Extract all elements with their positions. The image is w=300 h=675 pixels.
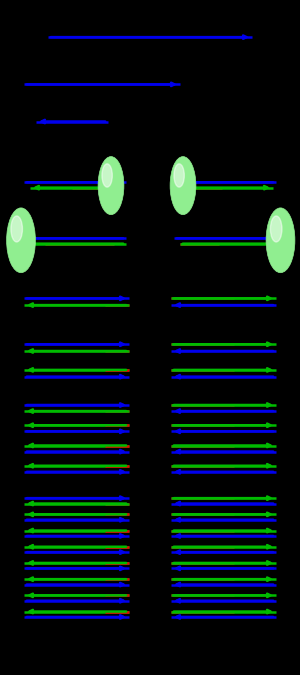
- Circle shape: [102, 164, 112, 187]
- Circle shape: [170, 157, 196, 215]
- Circle shape: [174, 164, 184, 187]
- Circle shape: [266, 208, 295, 273]
- Circle shape: [11, 216, 22, 242]
- Circle shape: [270, 216, 282, 242]
- Circle shape: [7, 208, 35, 273]
- Circle shape: [98, 157, 124, 215]
